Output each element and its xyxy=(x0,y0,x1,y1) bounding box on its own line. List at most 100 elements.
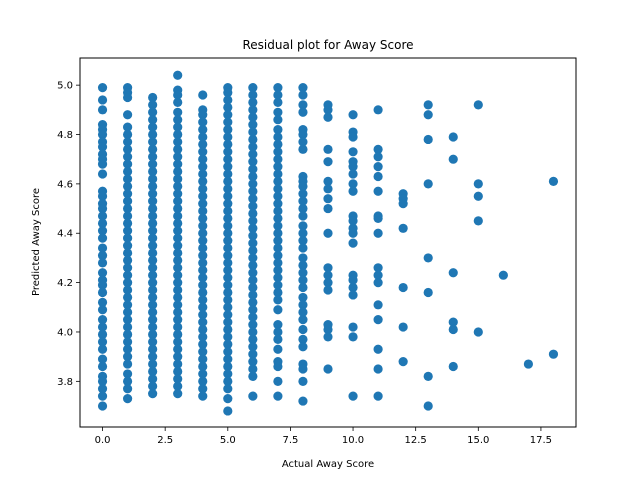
data-point xyxy=(323,203,333,214)
data-point xyxy=(123,248,133,258)
data-point xyxy=(273,327,283,337)
data-point xyxy=(148,181,158,191)
x-tick-label: 12.5 xyxy=(405,435,427,446)
data-point xyxy=(223,124,233,135)
data-point xyxy=(198,384,208,394)
data-point xyxy=(148,226,158,236)
data-point xyxy=(173,374,183,384)
data-point xyxy=(97,329,108,340)
data-point xyxy=(323,194,333,204)
data-point xyxy=(423,179,433,189)
data-point xyxy=(223,384,233,394)
data-point xyxy=(348,169,358,179)
data-point xyxy=(223,162,233,172)
data-point xyxy=(173,389,183,399)
data-point xyxy=(273,139,283,149)
data-point xyxy=(173,337,183,347)
data-point xyxy=(198,280,208,290)
data-point xyxy=(323,285,333,295)
data-point xyxy=(373,315,383,325)
data-point xyxy=(223,95,233,105)
data-point xyxy=(173,329,183,340)
data-point xyxy=(223,280,233,290)
data-point xyxy=(148,159,158,169)
data-point xyxy=(348,162,358,172)
data-point xyxy=(248,223,258,233)
data-point xyxy=(323,278,333,288)
data-point xyxy=(248,171,258,182)
data-point xyxy=(173,292,183,303)
data-point xyxy=(248,201,258,211)
data-point xyxy=(323,364,333,374)
data-point xyxy=(97,287,108,298)
data-point xyxy=(248,112,258,122)
data-point xyxy=(148,285,158,295)
data-point xyxy=(123,255,133,265)
data-point xyxy=(198,169,208,179)
data-point xyxy=(273,287,283,298)
data-point xyxy=(248,245,258,256)
data-point xyxy=(173,122,183,132)
data-point xyxy=(248,260,258,270)
data-point xyxy=(348,228,358,238)
data-point xyxy=(97,250,108,261)
data-point xyxy=(298,268,308,278)
data-point xyxy=(97,305,108,315)
data-point xyxy=(298,275,308,285)
data-point xyxy=(123,240,133,251)
data-point xyxy=(298,181,308,191)
data-point xyxy=(148,196,158,206)
data-point xyxy=(198,361,208,372)
data-point xyxy=(373,186,383,196)
data-point xyxy=(323,157,333,167)
data-point xyxy=(223,228,233,238)
data-point xyxy=(373,278,383,288)
y-tick-label: 4.4 xyxy=(57,229,73,240)
data-point xyxy=(148,315,158,325)
data-point xyxy=(223,243,233,253)
data-point xyxy=(273,334,283,344)
data-point xyxy=(273,236,283,246)
data-point xyxy=(198,199,208,209)
data-point xyxy=(97,159,108,169)
data-point xyxy=(173,248,183,258)
data-point xyxy=(223,376,233,386)
data-point xyxy=(97,322,108,332)
x-tick-label: 10.0 xyxy=(342,435,364,446)
data-point xyxy=(223,191,233,201)
data-point xyxy=(248,194,258,204)
data-point xyxy=(448,268,458,278)
data-point xyxy=(348,216,358,226)
data-point xyxy=(173,263,183,273)
data-point xyxy=(298,189,308,199)
plot-frame xyxy=(79,57,577,428)
data-point xyxy=(248,134,258,145)
data-point xyxy=(97,401,108,411)
data-point xyxy=(198,376,208,386)
data-point xyxy=(248,371,258,381)
data-point xyxy=(173,70,183,80)
data-point xyxy=(248,391,258,401)
y-tick-label: 5.0 xyxy=(57,81,73,92)
data-point xyxy=(248,164,258,174)
data-point xyxy=(273,206,283,216)
data-point xyxy=(423,253,433,263)
data-point xyxy=(323,270,333,280)
data-point xyxy=(97,376,108,386)
data-point xyxy=(298,300,308,310)
data-point xyxy=(173,352,183,362)
data-point xyxy=(198,287,208,298)
y-axis-title: Predicted Away Score xyxy=(31,188,42,296)
data-point xyxy=(123,300,133,310)
data-point xyxy=(148,322,158,332)
data-point xyxy=(373,171,383,182)
data-point xyxy=(198,347,208,357)
data-point xyxy=(97,226,108,236)
data-point xyxy=(198,369,208,379)
data-point xyxy=(223,102,233,112)
data-point xyxy=(123,110,133,120)
data-point xyxy=(148,307,158,317)
data-point xyxy=(373,344,383,354)
data-point xyxy=(97,315,108,325)
